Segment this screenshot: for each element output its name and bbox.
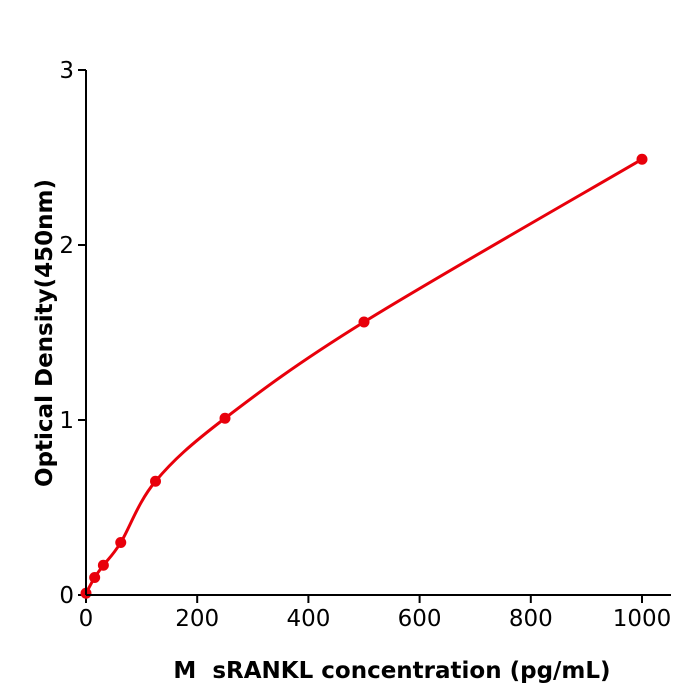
- x-tick-label: 1000: [613, 606, 672, 632]
- x-tick-label: 400: [286, 606, 330, 632]
- y-tick-label: 1: [59, 408, 74, 434]
- y-axis-label: Optical Density(450nm): [32, 179, 58, 487]
- x-tick-label: 800: [509, 606, 553, 632]
- x-axis-label: M sRANKL concentration (pg/mL): [173, 658, 610, 684]
- y-tick-label: 2: [59, 233, 74, 259]
- x-tick-label: 600: [398, 606, 442, 632]
- data-point: [150, 475, 161, 487]
- x-tick-label: 200: [175, 606, 219, 632]
- data-point: [219, 412, 231, 424]
- data-point: [115, 537, 127, 548]
- fit-curve: [84, 157, 643, 594]
- data-point: [97, 559, 109, 571]
- y-tick-label: 3: [59, 58, 74, 84]
- data-point: [358, 316, 370, 328]
- x-tick-label: 0: [79, 606, 94, 632]
- data-point: [636, 153, 648, 165]
- data-point: [89, 572, 101, 583]
- y-tick-label: 0: [59, 583, 74, 609]
